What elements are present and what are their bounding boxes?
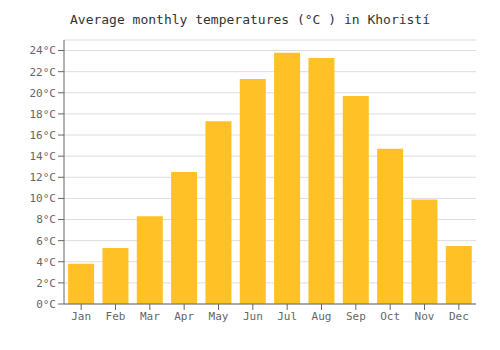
svg-text:8°C: 8°C (36, 213, 56, 226)
svg-text:24°C: 24°C (30, 44, 57, 57)
svg-text:6°C: 6°C (36, 235, 56, 248)
svg-text:18°C: 18°C (30, 108, 57, 121)
svg-text:14°C: 14°C (30, 150, 57, 163)
svg-text:Jan: Jan (71, 310, 91, 323)
svg-text:12°C: 12°C (30, 171, 57, 184)
svg-text:Dec: Dec (449, 310, 469, 323)
svg-text:Mar: Mar (140, 310, 160, 323)
svg-text:Jun: Jun (243, 310, 263, 323)
svg-text:Apr: Apr (174, 310, 194, 323)
svg-text:16°C: 16°C (30, 129, 57, 142)
svg-text:Nov: Nov (415, 310, 435, 323)
svg-text:0°C: 0°C (36, 298, 56, 311)
svg-text:Aug: Aug (312, 310, 332, 323)
svg-text:2°C: 2°C (36, 277, 56, 290)
svg-text:4°C: 4°C (36, 256, 56, 269)
svg-text:Jul: Jul (277, 310, 297, 323)
svg-text:20°C: 20°C (30, 87, 57, 100)
svg-text:10°C: 10°C (30, 192, 57, 205)
svg-text:Feb: Feb (106, 310, 126, 323)
svg-text:May: May (209, 310, 229, 323)
svg-text:Sep: Sep (346, 310, 366, 323)
html-text:Average monthly temperatures (: Average monthly temperatures (°C ) in Kh… (70, 12, 430, 27)
svg-text:22°C: 22°C (30, 66, 57, 79)
svg-text:Oct: Oct (380, 310, 400, 323)
